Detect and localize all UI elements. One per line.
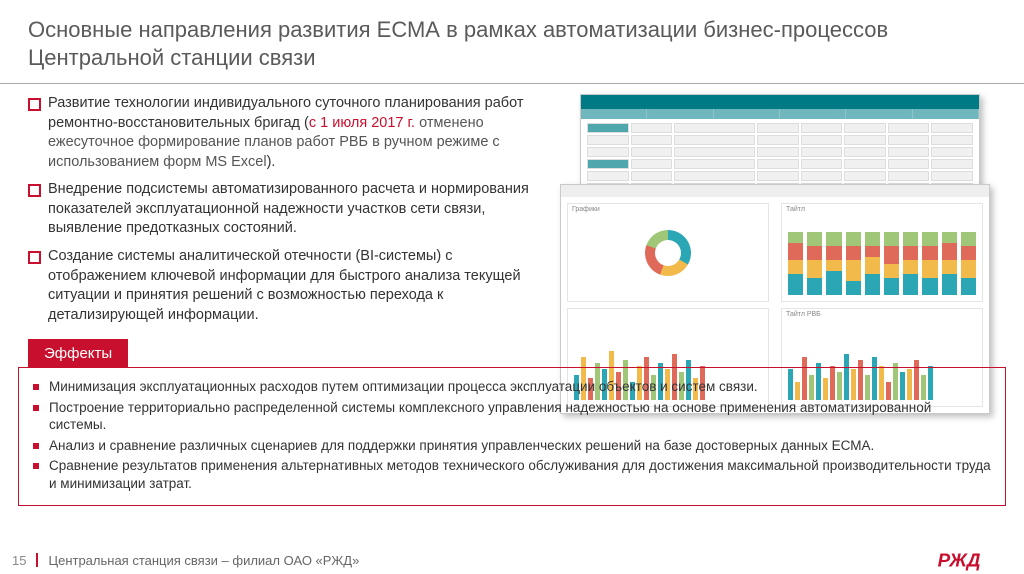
footer-org: Центральная станция связи – филиал ОАО «… [48, 553, 359, 568]
rzd-logo: РЖД [934, 549, 1004, 571]
left-column: Развитие технологии индивидуального суто… [0, 94, 560, 333]
title-divider [0, 83, 1024, 84]
dash-donut-panel: Графики [567, 203, 769, 302]
slide-title: Основные направления развития ЕСМА в рам… [0, 0, 1024, 79]
effect-item: Анализ и сравнение различных сценариев д… [33, 437, 991, 455]
right-column: Графики Тайтл Тайтл РВБ [560, 94, 1000, 333]
effect-item: Сравнение результатов применения альтерн… [33, 457, 991, 492]
panel-title: Тайтл [786, 206, 805, 213]
panel-title: Тайтл РВБ [786, 311, 821, 318]
panel-title: Графики [572, 206, 600, 213]
footer: 15 Центральная станция связи – филиал ОА… [0, 546, 1024, 574]
footer-separator [36, 553, 38, 567]
main-bullet-list: Развитие технологии индивидуального суто… [28, 94, 548, 325]
donut-chart [645, 230, 691, 276]
page-number: 15 [12, 553, 26, 568]
effects-box: Минимизация эксплуатационных расходов пу… [18, 367, 1006, 506]
dash-stacked-panel: Тайтл [781, 203, 983, 302]
bullet-item: Внедрение подсистемы автоматизированного… [28, 180, 548, 239]
bullet-text-post: ). [267, 154, 276, 170]
effect-item: Построение территориально распределенной… [33, 399, 991, 434]
effects-tab: Эффекты [28, 339, 128, 368]
effect-item: Минимизация эксплуатационных расходов пу… [33, 378, 991, 396]
bullet-item: Создание системы аналитической отечности… [28, 247, 548, 325]
bullet-text-red: с 1 июля 2017 г. [309, 115, 415, 131]
effects-list: Минимизация эксплуатационных расходов пу… [33, 378, 991, 492]
bullet-item: Развитие технологии индивидуального суто… [28, 94, 548, 172]
svg-text:РЖД: РЖД [938, 549, 981, 570]
